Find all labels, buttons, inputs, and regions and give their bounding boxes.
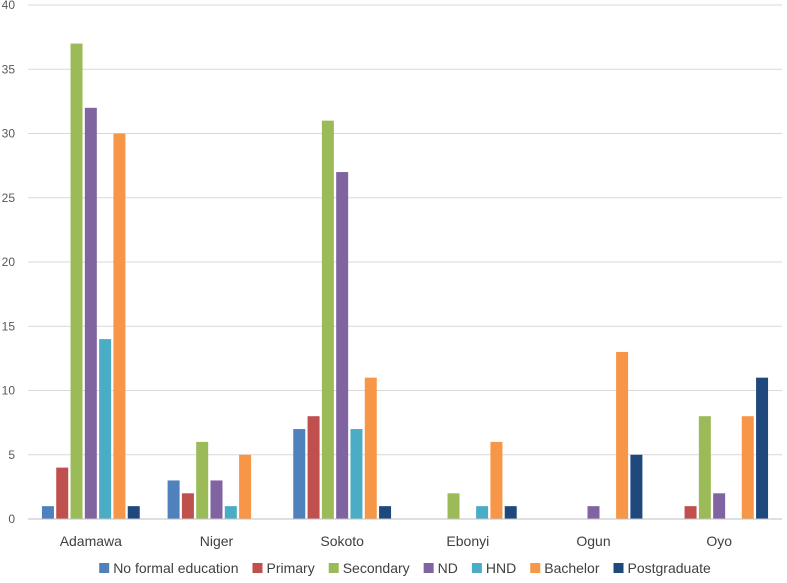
bar-oyo-bachelor xyxy=(741,416,754,519)
legend-swatch xyxy=(252,563,263,573)
bar-oyo-nd xyxy=(713,493,726,519)
bar-sokoto-hnd xyxy=(350,429,363,519)
bar-sokoto-postgraduate xyxy=(379,506,392,519)
x-category-label: Ebonyi xyxy=(446,533,489,549)
bar-niger-bachelor xyxy=(239,454,252,519)
bar-sokoto-nd xyxy=(336,172,349,520)
legend-swatch xyxy=(328,563,339,573)
legend-swatch xyxy=(613,563,624,573)
bar-adamawa-secondary xyxy=(70,43,83,520)
bar-sokoto-primary xyxy=(307,416,320,519)
bar-sokoto-secondary xyxy=(321,120,334,520)
bar-adamawa-bachelor xyxy=(113,133,126,519)
bar-ebonyi-postgraduate xyxy=(504,506,517,519)
legend-item: Bachelor xyxy=(530,560,600,576)
y-tick-label: 40 xyxy=(2,0,16,12)
y-tick-label: 30 xyxy=(2,127,16,141)
x-category-label: Adamawa xyxy=(60,533,122,549)
bar-niger-nd xyxy=(210,480,223,519)
x-axis-categories: Adamawa Niger Sokoto Ebonyi Ogun Oyo xyxy=(60,533,733,549)
bar-sokoto-bachelor xyxy=(364,377,377,519)
bar-adamawa-no-formal-education xyxy=(41,506,54,519)
bar-adamawa-postgraduate xyxy=(127,506,140,519)
y-tick-label: 25 xyxy=(2,191,16,205)
legend-swatch xyxy=(423,563,434,573)
x-category-label: Ogun xyxy=(576,533,610,549)
bar-sokoto-no-formal-education xyxy=(293,429,306,519)
bar-ebonyi-bachelor xyxy=(490,441,503,519)
legend-swatch xyxy=(471,563,482,573)
bar-ogun-nd xyxy=(587,506,600,519)
legend-label: Bachelor xyxy=(544,560,600,576)
legend-label: Postgraduate xyxy=(628,560,711,576)
legend-label: Primary xyxy=(266,560,314,576)
y-tick-label: 10 xyxy=(2,384,16,398)
legend-label: ND xyxy=(438,560,458,576)
bar-oyo-primary xyxy=(684,506,697,519)
bar-ebonyi-hnd xyxy=(476,506,489,519)
y-axis-ticks: 0 5 10 15 20 25 30 35 40 xyxy=(2,0,16,526)
bar-niger-secondary xyxy=(196,441,209,519)
x-category-label: Oyo xyxy=(706,533,732,549)
legend-item: HND xyxy=(471,560,516,576)
legend-item: Postgraduate xyxy=(613,560,711,576)
bar-niger-hnd xyxy=(224,506,237,519)
y-tick-label: 0 xyxy=(8,512,15,526)
legend-item: ND xyxy=(423,560,458,576)
y-tick-label: 20 xyxy=(2,255,16,269)
gridlines xyxy=(28,4,782,456)
x-category-label: Niger xyxy=(200,533,234,549)
legend-item: No formal education xyxy=(99,560,238,576)
bar-oyo-secondary xyxy=(698,416,711,519)
bar-ogun-postgraduate xyxy=(630,454,643,519)
bar-niger-no-formal-education xyxy=(167,480,180,519)
legend-item: Secondary xyxy=(328,560,410,576)
bar-adamawa-hnd xyxy=(99,339,112,519)
bars xyxy=(41,43,769,520)
legend-swatch xyxy=(99,563,110,573)
legend-label: No formal education xyxy=(113,560,238,576)
x-category-label: Sokoto xyxy=(320,533,364,549)
legend-swatch xyxy=(530,563,541,573)
bar-ogun-bachelor xyxy=(616,351,629,519)
legend-item: Primary xyxy=(252,560,315,576)
legend: No formal education Primary Secondary ND HND… xyxy=(99,560,711,576)
bar-ebonyi-secondary xyxy=(447,493,460,519)
legend-label: Secondary xyxy=(343,560,410,576)
bar-adamawa-primary xyxy=(56,467,69,519)
y-tick-label: 35 xyxy=(2,62,16,76)
y-tick-label: 15 xyxy=(2,319,16,333)
legend-label: HND xyxy=(486,560,516,576)
bar-oyo-postgraduate xyxy=(756,377,769,519)
bar-niger-primary xyxy=(181,493,194,519)
bar-adamawa-nd xyxy=(84,107,97,520)
y-tick-label: 5 xyxy=(8,448,15,462)
